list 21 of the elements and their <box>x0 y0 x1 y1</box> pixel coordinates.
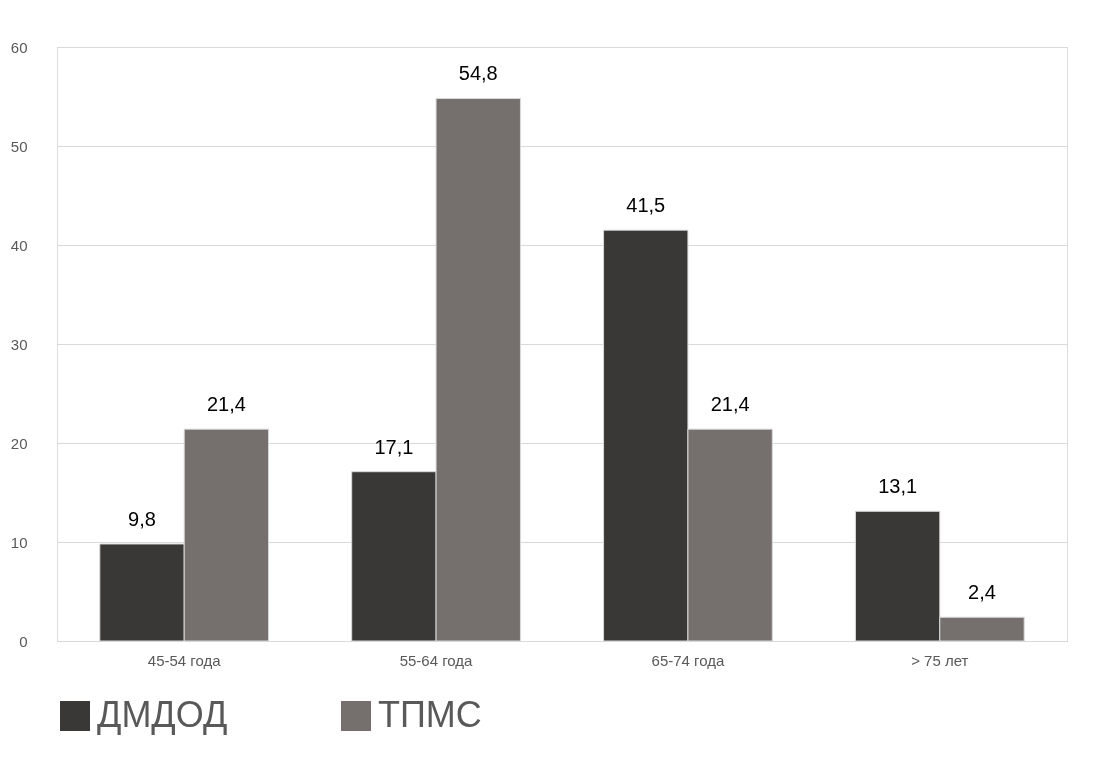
data-label: 21,4 <box>710 393 750 416</box>
data-label: 2,4 <box>968 581 996 604</box>
x-tick-label: 65-74 года <box>651 651 725 669</box>
y-tick-label: 30 <box>10 335 28 353</box>
y-tick-label: 50 <box>10 137 28 155</box>
data-label: 41,5 <box>626 194 666 217</box>
y-tick-label: 10 <box>10 533 28 551</box>
data-label: 13,1 <box>878 475 918 498</box>
legend-label: ТПМС <box>378 694 482 735</box>
y-tick-label: 0 <box>19 632 28 650</box>
data-label: 21,4 <box>206 393 246 416</box>
legend-label: ДМДОД <box>97 694 228 735</box>
y-tick-label: 20 <box>10 434 28 452</box>
x-tick-label: 45-54 года <box>147 651 222 669</box>
x-tick-label: 55-64 года <box>399 651 474 669</box>
y-tick-label: 40 <box>10 236 28 254</box>
data-label: 54,8 <box>458 62 498 85</box>
data-label: 17,1 <box>374 435 414 458</box>
y-tick-label: 60 <box>10 38 28 56</box>
x-tick-label: > 75 лет <box>911 651 969 669</box>
data-label: 9,8 <box>128 507 156 530</box>
